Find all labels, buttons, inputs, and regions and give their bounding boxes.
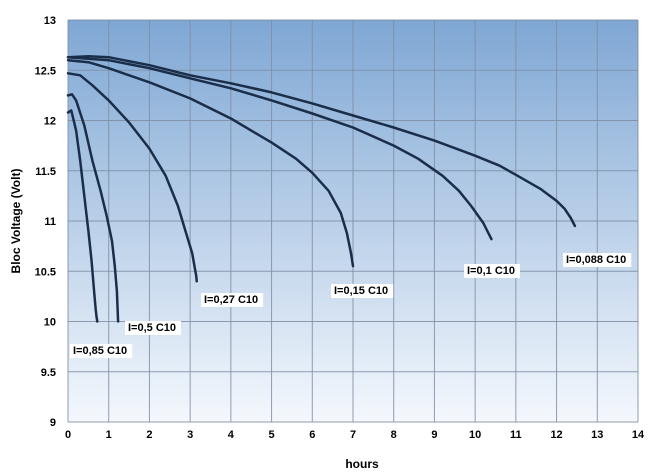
x-tick-label: 10 bbox=[469, 429, 481, 441]
x-tick-label: 2 bbox=[146, 429, 152, 441]
curve-label-box bbox=[125, 321, 182, 335]
y-tick-label: 11.5 bbox=[35, 166, 56, 178]
x-tick-label: 13 bbox=[591, 429, 603, 441]
x-tick-label: 1 bbox=[106, 429, 112, 441]
x-tick-label: 12 bbox=[550, 429, 562, 441]
curve-label-0: I=0,85 C10 bbox=[70, 344, 133, 358]
x-tick-label: 5 bbox=[269, 429, 275, 441]
curve-label-text: I=0,5 C10 bbox=[128, 322, 176, 334]
curve-label-text: I=0,088 C10 bbox=[566, 254, 626, 266]
x-tick-label: 11 bbox=[510, 429, 522, 441]
x-tick-label: 7 bbox=[350, 429, 356, 441]
curve-label-box bbox=[464, 264, 521, 278]
curve-label-box bbox=[331, 284, 394, 298]
curve-label-text: I=0,27 C10 bbox=[204, 294, 258, 306]
discharge-curve-0 bbox=[66, 109, 99, 323]
curve-label-box bbox=[563, 253, 632, 267]
y-tick-label: 12 bbox=[44, 116, 56, 128]
curve-label-1: I=0,5 C10 bbox=[125, 321, 182, 335]
curve-label-3: I=0,15 C10 bbox=[331, 284, 394, 298]
discharge-curves bbox=[66, 54, 577, 323]
x-tick-label: 6 bbox=[309, 429, 315, 441]
y-tick-label: 12.5 bbox=[35, 65, 56, 77]
x-tick-label: 0 bbox=[65, 429, 71, 441]
discharge-curve-3 bbox=[66, 58, 355, 268]
y-tick-label: 9.5 bbox=[41, 367, 56, 379]
x-tick-label: 14 bbox=[632, 429, 645, 441]
x-tick-label: 4 bbox=[228, 429, 235, 441]
x-tick-label: 3 bbox=[187, 429, 193, 441]
y-tick-label: 9 bbox=[50, 417, 56, 429]
curve-label-text: I=0,15 C10 bbox=[334, 285, 388, 297]
curve-label-2: I=0,27 C10 bbox=[201, 293, 264, 307]
y-tick-label: 10 bbox=[44, 317, 56, 329]
x-axis-title: hours bbox=[345, 457, 379, 471]
discharge-curve-5 bbox=[66, 54, 577, 228]
x-tick-label: 8 bbox=[391, 429, 397, 441]
axis-ticks: 0 1 2 3 4 5 6 7 8 9 10 11 12 13 1499.51010.51111.51212… bbox=[35, 15, 645, 441]
curve-label-box bbox=[70, 344, 133, 358]
y-tick-label: 11 bbox=[44, 216, 56, 228]
curve-label-text: I=0,1 C10 bbox=[467, 265, 515, 277]
y-tick-label: 13 bbox=[44, 15, 56, 27]
x-tick-label: 9 bbox=[431, 429, 437, 441]
curve-label-text: I=0,85 C10 bbox=[73, 345, 127, 357]
discharge-curve-1 bbox=[66, 93, 120, 323]
curve-label-box bbox=[201, 293, 264, 307]
curve-label-5: I=0,088 C10 bbox=[563, 253, 632, 267]
curve-label-4: I=0,1 C10 bbox=[464, 264, 521, 278]
discharge-curve-4 bbox=[66, 55, 493, 241]
y-tick-label: 10.5 bbox=[35, 266, 56, 278]
y-axis-title: Bloc Voltage (Volt) bbox=[9, 169, 23, 274]
discharge-curve-2 bbox=[66, 72, 198, 283]
grid-lines bbox=[67, 19, 639, 423]
